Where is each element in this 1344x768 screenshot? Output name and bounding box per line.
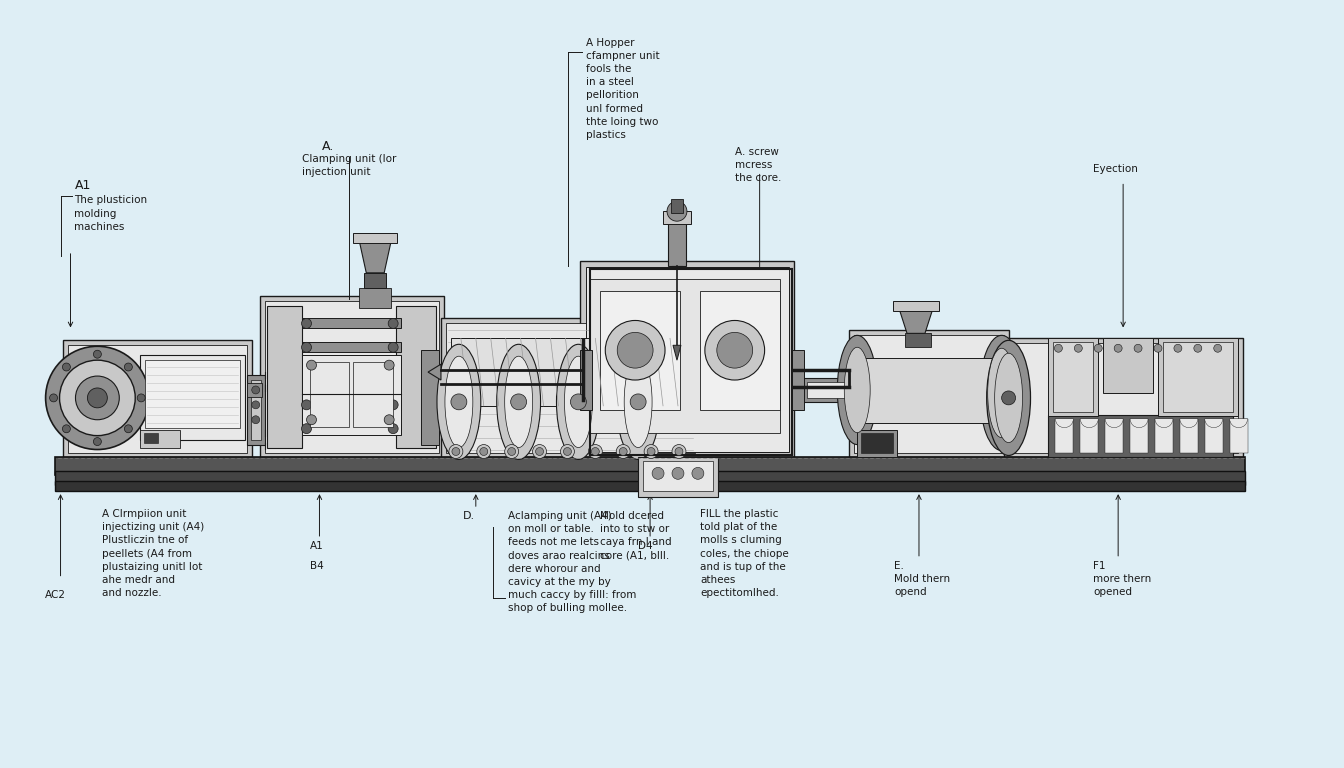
- Text: A1: A1: [74, 180, 91, 193]
- Bar: [265, 372, 335, 378]
- Bar: [1008, 343, 1238, 452]
- Circle shape: [505, 445, 519, 458]
- Circle shape: [560, 445, 574, 458]
- Circle shape: [251, 401, 259, 409]
- Bar: [353, 233, 396, 243]
- Circle shape: [384, 360, 394, 370]
- Circle shape: [477, 445, 491, 458]
- Bar: [802, 378, 872, 402]
- Bar: [63, 340, 251, 458]
- Text: D4: D4: [638, 541, 653, 551]
- Circle shape: [675, 448, 683, 455]
- Circle shape: [620, 448, 628, 455]
- Polygon shape: [673, 346, 681, 360]
- Bar: [67, 346, 247, 452]
- Bar: [663, 211, 691, 224]
- Circle shape: [251, 415, 259, 424]
- Ellipse shape: [837, 336, 878, 445]
- Bar: [301, 400, 401, 410]
- Circle shape: [388, 343, 398, 353]
- Bar: [855, 336, 1004, 452]
- Circle shape: [617, 445, 630, 458]
- Circle shape: [563, 448, 571, 455]
- Bar: [441, 319, 700, 458]
- Bar: [55, 458, 1245, 475]
- Circle shape: [301, 400, 312, 410]
- Text: Clamping unit (lor
injection unit: Clamping unit (lor injection unit: [301, 154, 396, 177]
- Circle shape: [630, 394, 646, 410]
- Circle shape: [646, 448, 655, 455]
- Bar: [644, 462, 712, 492]
- Bar: [396, 306, 435, 448]
- Circle shape: [137, 394, 145, 402]
- Wedge shape: [1230, 419, 1247, 428]
- Circle shape: [480, 448, 488, 455]
- Ellipse shape: [564, 356, 593, 448]
- Circle shape: [301, 319, 312, 329]
- Circle shape: [652, 468, 664, 479]
- Bar: [55, 472, 1245, 485]
- Circle shape: [59, 360, 136, 435]
- Circle shape: [125, 425, 132, 432]
- Circle shape: [644, 445, 659, 458]
- Wedge shape: [1130, 419, 1148, 428]
- Bar: [1130, 419, 1148, 453]
- Circle shape: [452, 394, 466, 410]
- Circle shape: [672, 468, 684, 479]
- Ellipse shape: [995, 353, 1023, 442]
- Circle shape: [591, 448, 599, 455]
- Wedge shape: [1180, 419, 1198, 428]
- Bar: [301, 424, 401, 434]
- Bar: [359, 288, 391, 307]
- Circle shape: [716, 333, 753, 368]
- Circle shape: [1001, 391, 1016, 405]
- Bar: [905, 333, 931, 347]
- Circle shape: [704, 320, 765, 380]
- Bar: [265, 408, 335, 414]
- Bar: [1230, 419, 1247, 453]
- Bar: [364, 273, 386, 288]
- Bar: [140, 429, 180, 448]
- Bar: [586, 266, 789, 452]
- Bar: [1054, 343, 1093, 412]
- Circle shape: [511, 394, 527, 410]
- Circle shape: [62, 363, 70, 371]
- Text: Aclamping unit (A4)
on moll or table.
feeds not me lets
doves arao realcins
dere: Aclamping unit (A4) on moll or table. fe…: [508, 511, 636, 614]
- Circle shape: [1114, 344, 1122, 353]
- Ellipse shape: [624, 356, 652, 448]
- Circle shape: [1154, 344, 1163, 353]
- Bar: [857, 429, 896, 458]
- Text: B4: B4: [309, 561, 324, 571]
- Bar: [1055, 419, 1074, 453]
- Circle shape: [1173, 344, 1181, 353]
- Bar: [638, 458, 718, 497]
- Circle shape: [532, 445, 547, 458]
- Ellipse shape: [988, 348, 1016, 438]
- Circle shape: [125, 363, 132, 371]
- Bar: [353, 362, 394, 427]
- Bar: [265, 425, 335, 432]
- Bar: [1105, 419, 1124, 453]
- Bar: [140, 356, 245, 439]
- Circle shape: [1134, 344, 1142, 353]
- Bar: [808, 382, 867, 398]
- Bar: [1048, 339, 1098, 415]
- Text: Eyection: Eyection: [1093, 164, 1138, 174]
- Circle shape: [1193, 344, 1202, 353]
- Circle shape: [1074, 344, 1082, 353]
- Circle shape: [93, 350, 101, 358]
- Text: The plusticion
molding
machines: The plusticion molding machines: [74, 195, 148, 232]
- Wedge shape: [1055, 419, 1074, 428]
- Text: F1
more thern
opened: F1 more thern opened: [1093, 561, 1152, 597]
- Wedge shape: [1204, 419, 1223, 428]
- Ellipse shape: [505, 356, 532, 448]
- Circle shape: [251, 386, 259, 394]
- Circle shape: [589, 445, 602, 458]
- Text: A. screw
mcress
the core.: A. screw mcress the core.: [735, 147, 781, 183]
- Circle shape: [388, 319, 398, 329]
- Polygon shape: [427, 364, 441, 380]
- Bar: [793, 350, 805, 410]
- Text: A Hopper
cfampner unit
fools the
in a steel
pellorition
unl formed
thte loing tw: A Hopper cfampner unit fools the in a st…: [586, 38, 660, 140]
- Bar: [266, 306, 301, 448]
- Bar: [668, 221, 685, 266]
